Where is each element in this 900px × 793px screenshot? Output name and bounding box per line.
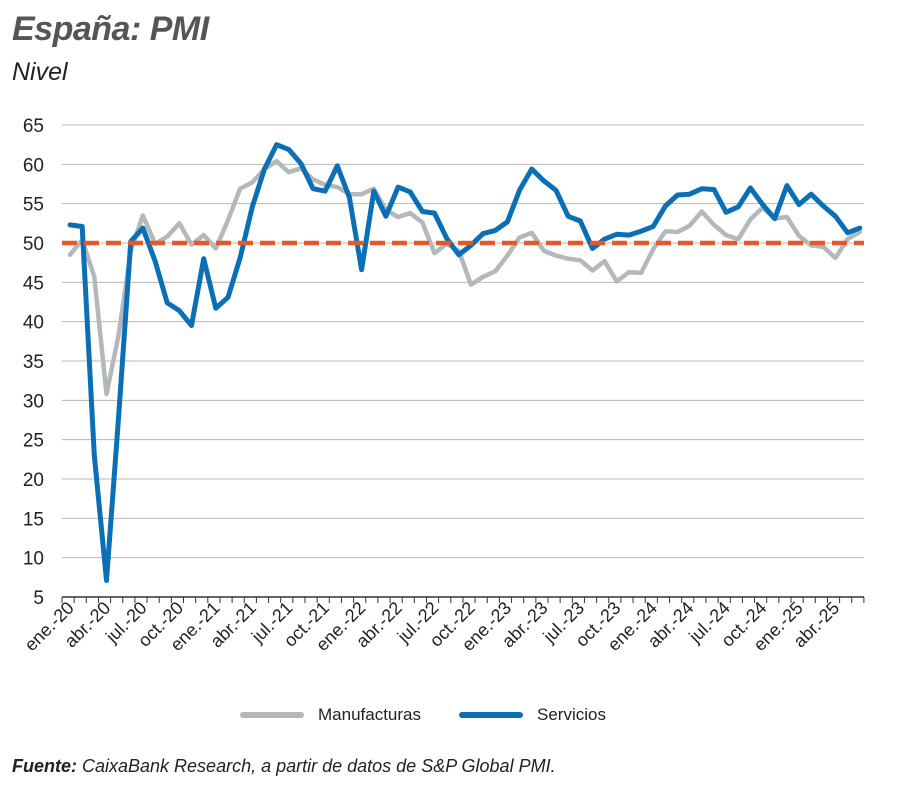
pmi-line-chart: 5101520253035404550556065ene.-20abr.-20j…: [21, 116, 865, 655]
chart-legend: Manufacturas Servicios: [240, 705, 644, 725]
y-tick-label-60: 60: [23, 155, 44, 176]
series-line-servicios: [67, 142, 863, 583]
y-tick-label-10: 10: [23, 549, 44, 570]
y-tick-label-30: 30: [23, 391, 44, 412]
y-tick-label-40: 40: [23, 313, 44, 334]
source-label: Fuente:: [12, 756, 77, 776]
y-tick-label-55: 55: [23, 195, 44, 216]
y-tick-label-15: 15: [23, 509, 44, 530]
source-text: CaixaBank Research, a partir de datos de…: [77, 756, 556, 776]
y-tick-label-20: 20: [23, 470, 44, 491]
y-tick-label-45: 45: [23, 273, 44, 294]
source-footer: Fuente: CaixaBank Research, a partir de …: [12, 756, 556, 777]
legend-swatch-manufacturas: [240, 712, 304, 718]
series-line-manufacturas: [67, 158, 863, 397]
chart-subtitle: Nivel: [12, 58, 68, 86]
y-tick-label-35: 35: [23, 352, 44, 373]
legend-item-manufacturas: Manufacturas: [240, 705, 421, 725]
legend-label-manufacturas: Manufacturas: [318, 705, 421, 724]
y-tick-label-65: 65: [23, 116, 44, 137]
legend-label-servicios: Servicios: [537, 705, 606, 724]
y-tick-label-50: 50: [23, 234, 44, 255]
y-tick-label-5: 5: [33, 588, 44, 609]
y-tick-label-25: 25: [23, 431, 44, 452]
chart-title: España: PMI: [12, 10, 209, 48]
legend-swatch-servicios: [459, 712, 523, 718]
legend-item-servicios: Servicios: [459, 705, 606, 725]
